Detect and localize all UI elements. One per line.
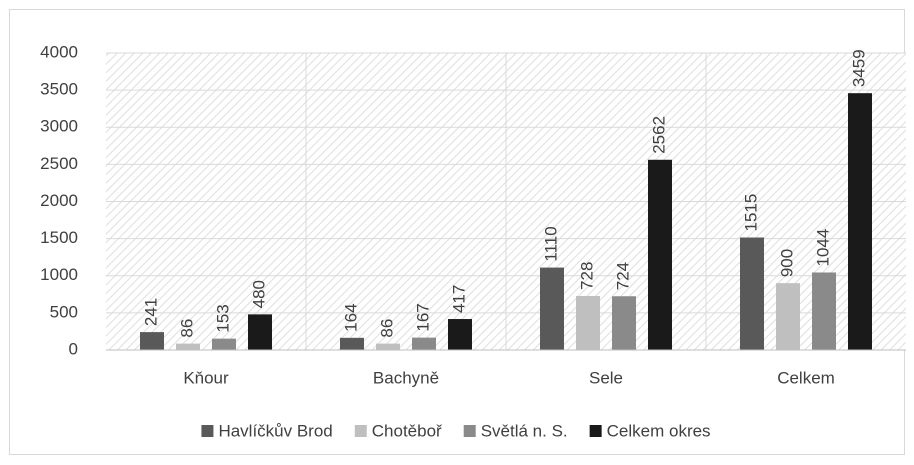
data-label: 153 bbox=[213, 304, 232, 332]
bar bbox=[812, 272, 836, 350]
x-tick-label: Bachyně bbox=[373, 368, 439, 387]
legend-swatch bbox=[354, 425, 367, 437]
data-label: 1110 bbox=[541, 226, 560, 261]
data-label: 3459 bbox=[849, 49, 868, 87]
bar bbox=[176, 343, 200, 350]
data-label: 241 bbox=[141, 298, 160, 326]
data-label: 417 bbox=[449, 285, 468, 313]
data-label: 1044 bbox=[813, 229, 832, 267]
y-tick-label: 3000 bbox=[40, 117, 78, 136]
data-label: 900 bbox=[777, 249, 796, 277]
x-tick-label: Kňour bbox=[183, 368, 229, 387]
legend-swatch bbox=[201, 425, 214, 437]
data-label: 86 bbox=[177, 319, 196, 338]
bar bbox=[448, 319, 472, 350]
x-tick-label: Celkem bbox=[777, 368, 835, 387]
bar bbox=[212, 338, 236, 350]
data-label: 1515 bbox=[741, 194, 760, 232]
data-label: 728 bbox=[577, 262, 596, 290]
bar bbox=[848, 93, 872, 350]
bar bbox=[612, 296, 636, 350]
legend-swatch bbox=[589, 425, 602, 437]
data-label: 480 bbox=[249, 280, 268, 308]
bar bbox=[576, 295, 600, 350]
data-label: 164 bbox=[341, 303, 360, 331]
data-label: 167 bbox=[413, 303, 432, 331]
bar bbox=[248, 314, 272, 350]
y-tick-label: 4000 bbox=[40, 42, 78, 61]
legend-label: Chotěboř bbox=[372, 421, 442, 440]
bar bbox=[776, 283, 800, 350]
legend-label: Světlá n. S. bbox=[481, 421, 568, 440]
y-tick-label: 1000 bbox=[40, 265, 78, 284]
y-tick-label: 2500 bbox=[40, 154, 78, 173]
legend: Havlíčkův Brod Chotěboř Světlá n. S. Celkem… bbox=[201, 421, 711, 440]
y-tick-label: 0 bbox=[69, 339, 78, 358]
legend-label: Celkem okres bbox=[607, 421, 711, 440]
y-tick-label: 2000 bbox=[40, 191, 78, 210]
y-tick-label: 500 bbox=[50, 302, 78, 321]
bar bbox=[340, 337, 364, 350]
data-label: 2562 bbox=[649, 116, 668, 154]
legend-swatch bbox=[463, 425, 476, 437]
bar bbox=[412, 337, 436, 350]
bar bbox=[540, 267, 564, 350]
data-label: 724 bbox=[613, 262, 632, 290]
bar bbox=[376, 343, 400, 350]
y-tick-label: 1500 bbox=[40, 228, 78, 247]
y-tick-label: 3500 bbox=[40, 80, 78, 99]
bar bbox=[740, 237, 764, 350]
data-label: 86 bbox=[377, 319, 396, 338]
bar bbox=[140, 332, 164, 350]
bar bbox=[648, 159, 672, 350]
legend-label: Havlíčkův Brod bbox=[218, 421, 332, 440]
x-tick-label: Sele bbox=[589, 368, 623, 387]
